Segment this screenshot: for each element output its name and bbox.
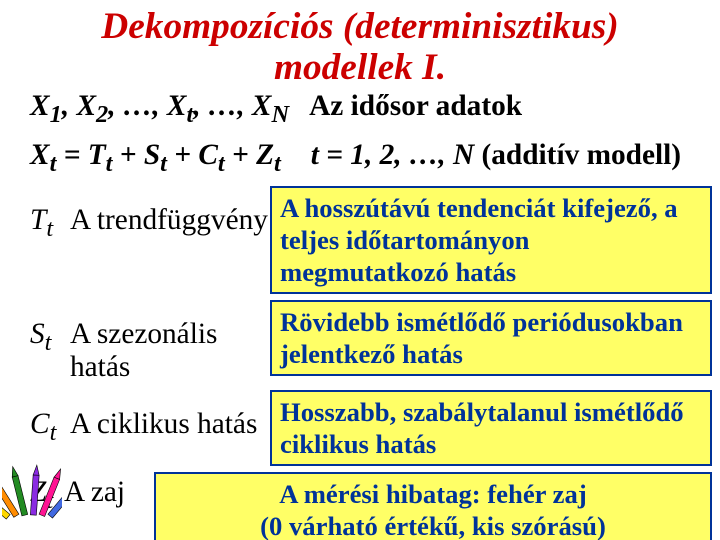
title-line1: Dekompozíciós (determinisztikus) xyxy=(101,6,618,47)
formula-rhs-suffix: (additív modell) xyxy=(474,139,681,171)
def-box-trend: A hosszútávú tendenciát kifejező, a telj… xyxy=(270,186,712,294)
def-label-noise: A zaj xyxy=(64,472,154,509)
def-sym-T: Tt xyxy=(30,186,70,243)
sequence-lhs: X1, X2, …, Xt, …, XN xyxy=(30,90,289,129)
def-label-seasonal: A szezonális hatás xyxy=(70,300,270,384)
def-row-seasonal: St A szezonális hatás Rövidebb ismétlődő… xyxy=(30,300,712,384)
def-sym-C: Ct xyxy=(30,390,70,447)
def-sym-Z: Zt xyxy=(30,472,64,515)
definitions: Tt A trendfüggvény A hosszútávú tendenci… xyxy=(0,186,720,540)
def-row-trend: Tt A trendfüggvény A hosszútávú tendenci… xyxy=(30,186,712,294)
slide-title: Dekompozíciós (determinisztikus) modelle… xyxy=(0,0,720,88)
def-label-trend: A trendfüggvény xyxy=(70,186,270,237)
formula-lhs: Xt = Tt + St + Ct + Zt xyxy=(30,139,281,178)
def-box-seasonal: Rövidebb ismétlődő periódusokban jelentk… xyxy=(270,300,712,376)
def-label-cyclic: A ciklikus hatás xyxy=(70,390,270,441)
sequence-row: X1, X2, …, Xt, …, XN Az idősor adatok xyxy=(0,88,720,133)
formula-rhs: t = 1, 2, …, N (additív modell) xyxy=(311,139,681,172)
noise-box-line2: (0 várható értékű, kis szórású) xyxy=(164,510,702,540)
noise-box-line1: A mérési hibatag: fehér zaj xyxy=(164,478,702,510)
def-row-noise: Zt A zaj A mérési hibatag: fehér zaj (0 … xyxy=(30,472,712,540)
def-row-cyclic: Ct A ciklikus hatás Hosszabb, szabálytal… xyxy=(30,390,712,466)
title-line2: modellek I. xyxy=(274,47,446,88)
def-sym-S: St xyxy=(30,300,70,357)
def-box-cyclic: Hosszabb, szabálytalanul ismétlődő cikli… xyxy=(270,390,712,466)
def-box-noise: A mérési hibatag: fehér zaj (0 várható é… xyxy=(154,472,712,540)
sequence-rhs: Az idősor adatok xyxy=(309,90,522,123)
formula-row: Xt = Tt + St + Ct + Zt t = 1, 2, …, N (a… xyxy=(0,133,720,186)
formula-rhs-prefix: t = 1, 2, …, N xyxy=(311,139,474,171)
